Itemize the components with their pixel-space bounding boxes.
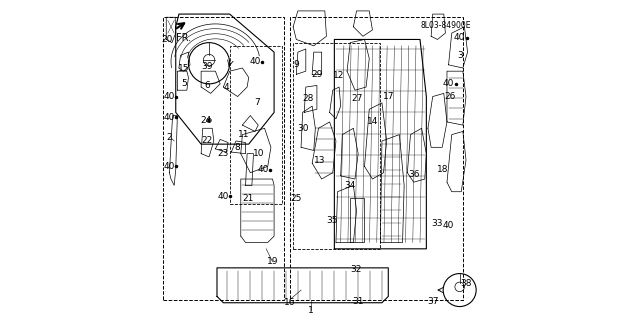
Circle shape (208, 119, 210, 121)
Text: 32: 32 (350, 265, 362, 274)
Text: 25: 25 (290, 194, 302, 203)
Text: 23: 23 (218, 149, 229, 158)
Text: 9: 9 (294, 60, 299, 69)
Text: 37: 37 (427, 297, 439, 306)
Text: 27: 27 (351, 94, 362, 103)
Text: 39: 39 (201, 62, 213, 71)
Text: 8: 8 (234, 143, 241, 152)
Text: 10: 10 (252, 149, 264, 158)
Text: 28: 28 (303, 94, 313, 103)
Text: 40: 40 (164, 162, 175, 171)
Text: 5: 5 (182, 79, 187, 88)
Text: 40: 40 (257, 165, 269, 174)
Text: 6: 6 (204, 81, 210, 90)
Text: 40: 40 (443, 220, 454, 229)
Text: 11: 11 (238, 130, 250, 139)
Text: 40: 40 (164, 113, 175, 122)
Text: 22: 22 (202, 136, 213, 146)
Text: 40: 40 (454, 33, 466, 42)
Text: 34: 34 (345, 181, 356, 190)
Text: 8L03-84900E: 8L03-84900E (420, 21, 471, 30)
Text: 38: 38 (461, 279, 472, 288)
Text: 3: 3 (457, 51, 462, 60)
Text: 4: 4 (224, 83, 229, 92)
Text: 24: 24 (200, 116, 211, 125)
Text: FR.: FR. (176, 33, 191, 43)
Text: 20: 20 (161, 35, 173, 44)
Text: 35: 35 (326, 216, 338, 225)
Text: 7: 7 (254, 99, 259, 108)
Text: 31: 31 (352, 297, 364, 306)
Text: 18: 18 (436, 165, 448, 174)
Text: 40: 40 (164, 92, 175, 101)
Text: 19: 19 (267, 257, 278, 266)
Text: 30: 30 (297, 124, 308, 133)
Text: 40: 40 (249, 57, 261, 66)
Text: 21: 21 (243, 194, 254, 203)
Text: 36: 36 (408, 170, 419, 179)
Text: 1: 1 (308, 306, 313, 315)
Text: 13: 13 (314, 156, 326, 164)
Text: 2: 2 (166, 133, 171, 142)
Text: 15: 15 (178, 63, 189, 73)
Text: 40: 40 (443, 79, 454, 88)
Text: 33: 33 (432, 219, 443, 228)
Text: 16: 16 (284, 298, 296, 307)
Text: 12: 12 (333, 71, 345, 80)
Text: 14: 14 (368, 117, 379, 126)
Text: 26: 26 (445, 92, 456, 101)
Text: 29: 29 (311, 70, 322, 79)
Text: 17: 17 (383, 92, 395, 101)
Text: 40: 40 (218, 192, 229, 201)
